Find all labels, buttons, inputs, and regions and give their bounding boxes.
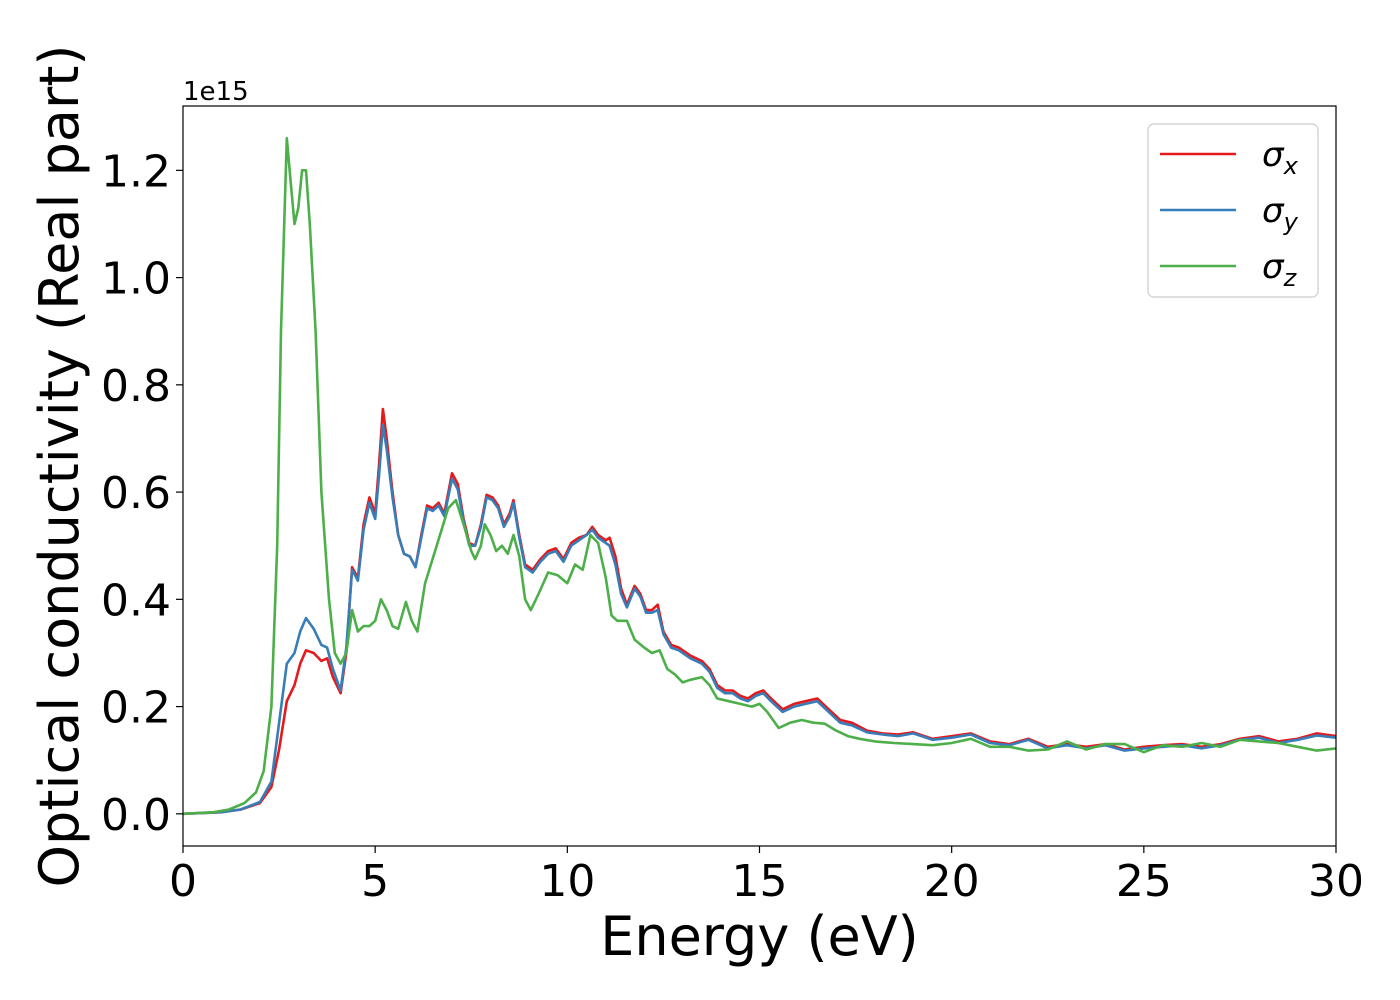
series-line-y	[183, 423, 1336, 816]
plot-area: 0 5 10 15 20 25 30 0.0 0.2 0.4 0.6 0.8 1.0 1.2	[101, 105, 1364, 907]
series-line-z	[183, 136, 1336, 816]
x-tick-label: 20	[924, 856, 980, 907]
legend-label-z: σz	[1262, 247, 1298, 292]
y-tick-label: 0.2	[101, 683, 171, 734]
x-axis-title: Energy (eV)	[600, 905, 919, 968]
y-tick-label: 1.0	[101, 254, 171, 305]
x-tick-label: 0	[169, 856, 197, 907]
legend-label-x: σx	[1262, 135, 1299, 180]
x-tick-label: 15	[732, 856, 788, 907]
x-tick-label: 10	[539, 856, 595, 907]
x-tick-label: 30	[1308, 856, 1364, 907]
legend: σx σy σz	[1147, 123, 1319, 298]
legend-label-y: σy	[1262, 191, 1299, 236]
series-layer	[183, 136, 1336, 816]
x-axis: 0 5 10 15 20 25 30	[169, 846, 1364, 907]
y-tick-label: 0.6	[101, 468, 171, 519]
y-axis: 0.0 0.2 0.4 0.6 0.8 1.0 1.2	[101, 146, 183, 841]
x-tick-label: 5	[361, 856, 389, 907]
y-tick-label: 0.0	[101, 790, 171, 841]
y-axis-multiplier: 1e15	[183, 77, 249, 107]
y-axis-title: Optical conductivity (Real part)	[28, 45, 91, 888]
y-tick-label: 0.4	[101, 575, 171, 626]
series-line-x	[183, 407, 1336, 816]
x-tick-label: 25	[1116, 856, 1172, 907]
y-tick-label: 0.8	[101, 361, 171, 412]
y-tick-label: 1.2	[101, 146, 171, 197]
